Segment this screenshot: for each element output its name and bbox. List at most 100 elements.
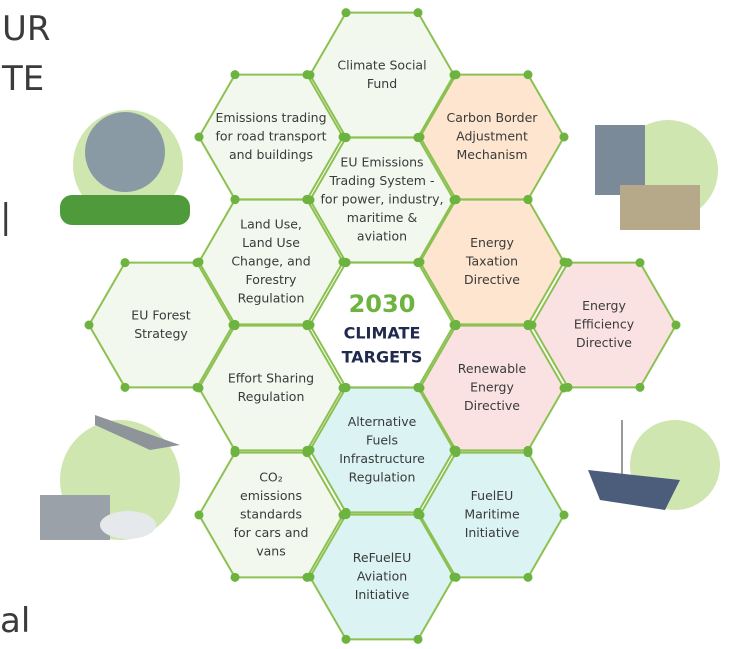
hexagon-label: Regulation: [349, 469, 416, 484]
hexagon-label: Effort Sharing: [228, 370, 314, 385]
vertex-dot: [524, 448, 533, 457]
vertex-dot: [306, 321, 315, 330]
hexagon-label: for road transport: [216, 129, 327, 144]
vertex-dot: [560, 384, 569, 393]
hexagon-label: Aviation: [357, 569, 407, 584]
vertex-dot: [524, 573, 533, 582]
vertex-dot: [121, 258, 130, 267]
vertex-dot: [231, 573, 240, 582]
hexagon-label: Mechanism: [456, 147, 527, 162]
hexagon-label: Directive: [464, 398, 520, 413]
vertex-dot: [636, 258, 645, 267]
hexagon-label: EU Forest: [131, 307, 190, 322]
vertex-dot: [560, 133, 569, 142]
vertex-dot: [342, 510, 351, 519]
vertex-dot: [306, 573, 315, 582]
vertex-dot: [414, 510, 423, 519]
hexagon-label: Forestry: [246, 272, 297, 287]
hexagon-label: Fuels: [366, 432, 398, 447]
vertex-dot: [342, 133, 351, 142]
hexagon-label: Taxation: [465, 254, 518, 269]
vertex-dot: [450, 321, 459, 330]
vertex-dot: [414, 258, 423, 267]
hexagon-label: Strategy: [134, 326, 188, 341]
hexagon-label: Maritime: [464, 507, 520, 522]
vertex-dot: [195, 511, 204, 520]
hexagon-label: Efficiency: [574, 317, 635, 332]
vertex-dot: [195, 384, 204, 393]
vertex-dot: [231, 195, 240, 204]
hexagon-label: for cars and: [234, 525, 309, 540]
vertex-dot: [195, 133, 204, 142]
hexagon-label: Directive: [464, 272, 520, 287]
vertex-dot: [524, 195, 533, 204]
vertex-dot: [560, 511, 569, 520]
hexagon-label: aviation: [357, 229, 407, 244]
hexagon-label: Change, and: [231, 254, 310, 269]
diagram: Climate SocialFundEmissions tradingfor r…: [0, 0, 738, 649]
side-text: al: [0, 601, 30, 641]
vertex-dot: [524, 321, 533, 330]
vertex-dot: [452, 195, 461, 204]
vertex-dot: [342, 635, 351, 644]
vertex-dot: [414, 635, 423, 644]
hexagon-label: Regulation: [238, 291, 305, 306]
vertex-dot: [414, 8, 423, 17]
hexagon-label: Renewable: [458, 361, 527, 376]
vertex-dot: [342, 258, 351, 267]
vertex-dot: [85, 321, 94, 330]
vertex-dot: [450, 573, 459, 582]
vertex-dot: [303, 448, 312, 457]
hexagon-label: CO₂: [259, 470, 283, 485]
vertex-dot: [231, 70, 240, 79]
center-year: 2030: [349, 290, 416, 318]
side-text: |: [0, 197, 11, 237]
hexagon-label: Infrastructure: [339, 451, 425, 466]
hexagon-label: Energy: [582, 298, 626, 313]
hexagon-label: for power, industry,: [321, 192, 444, 207]
vertex-dot: [672, 321, 681, 330]
hexagon-label: Regulation: [238, 389, 305, 404]
hexagon-label: standards: [240, 507, 302, 522]
hexagon-label: Trading System -: [329, 173, 435, 188]
hexagon-label: Land Use,: [240, 217, 302, 232]
hexagon-label: and buildings: [229, 147, 313, 162]
hexagon-label: Alternative: [348, 414, 417, 429]
hexagon-label: maritime &: [347, 210, 418, 225]
hexagon-label: Carbon Border: [447, 110, 539, 125]
vertex-dot: [564, 258, 573, 267]
hexagon-label: Initiative: [355, 587, 410, 602]
hexagon-label: Adjustment: [456, 129, 528, 144]
vertex-dot: [452, 448, 461, 457]
hexagon-label: emissions: [240, 488, 302, 503]
center-title: CLIMATE: [344, 324, 421, 343]
vertex-dot: [303, 70, 312, 79]
hexagon-label: Directive: [576, 335, 632, 350]
center-title: TARGETS: [342, 348, 423, 367]
vertex-dot: [636, 383, 645, 392]
vertex-dot: [342, 8, 351, 17]
hexagon-label: Climate Social: [337, 57, 426, 72]
hexagon-label: Fund: [367, 76, 397, 91]
hexagon-label: Energy: [470, 380, 514, 395]
vertex-dot: [452, 70, 461, 79]
vertex-dot: [414, 133, 423, 142]
vertex-dot: [121, 383, 130, 392]
vertex-dot: [193, 258, 202, 267]
vertex-dot: [342, 383, 351, 392]
hexagon-label: vans: [256, 544, 286, 559]
vertex-dot: [231, 448, 240, 457]
hexagon-label: FuelEU: [471, 488, 514, 503]
side-text: UR: [2, 9, 51, 49]
vertex-dot: [414, 383, 423, 392]
vertex-dot: [231, 321, 240, 330]
vertex-dot: [303, 195, 312, 204]
vertex-dot: [524, 70, 533, 79]
hexagon-label: ReFuelEU: [353, 550, 411, 565]
hexagon-label: Energy: [470, 235, 514, 250]
hexagon-label: EU Emissions: [340, 155, 423, 170]
side-text: TE: [1, 59, 44, 99]
hexagon-label: Land Use: [242, 235, 300, 250]
hexagon-label: Initiative: [465, 525, 520, 540]
